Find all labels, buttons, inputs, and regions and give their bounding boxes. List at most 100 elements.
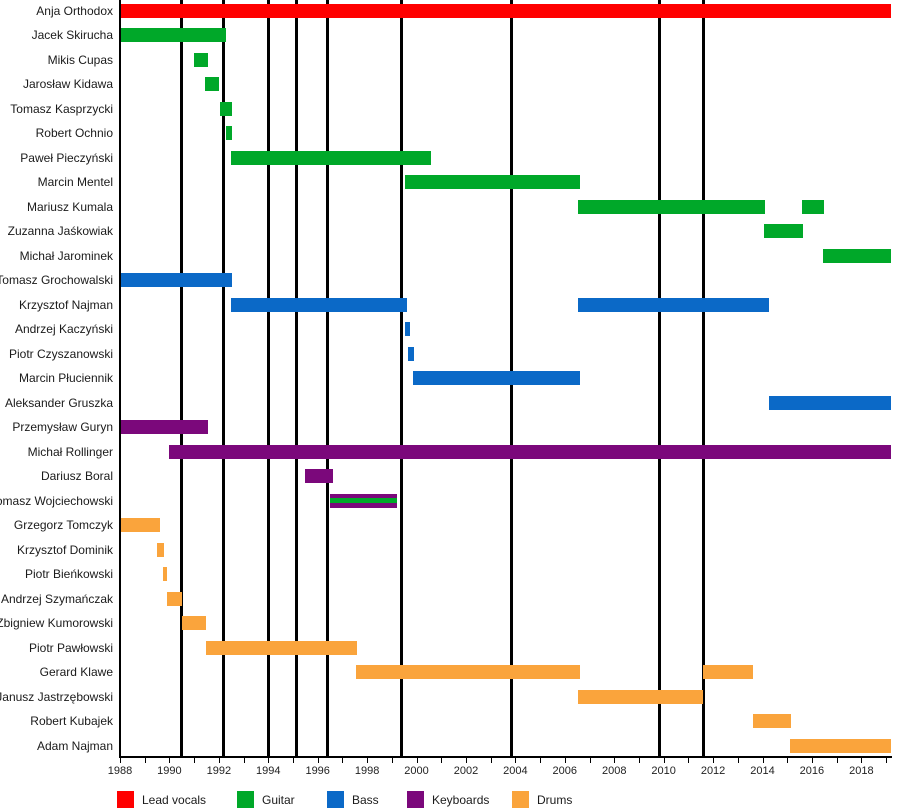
x-axis-tick-label: 1998 bbox=[354, 765, 380, 777]
member-label: Mikis Cupas bbox=[47, 52, 113, 67]
member-label: Zbigniew Kumorowski bbox=[0, 616, 113, 630]
event-line bbox=[266, 0, 270, 757]
event-line bbox=[180, 0, 184, 757]
member-label: Robert Ochnio bbox=[35, 126, 113, 140]
x-axis-tick bbox=[317, 758, 319, 763]
x-axis-tick-label: 1990 bbox=[157, 765, 182, 777]
x-axis-tick bbox=[194, 758, 196, 763]
member-label: Andrzej Szymańczak bbox=[0, 591, 113, 606]
member-label: Gerard Klawe bbox=[39, 665, 113, 679]
x-axis-tick bbox=[441, 758, 443, 763]
member-label: Jacek Skirucha bbox=[31, 28, 113, 42]
x-axis-tick-label: 1996 bbox=[305, 765, 330, 777]
event-line bbox=[400, 0, 404, 757]
timeline-bar-drums bbox=[157, 542, 165, 557]
x-axis-tick-label: 2006 bbox=[552, 765, 578, 777]
member-label: Zuzanna Jaśkowiak bbox=[7, 224, 113, 238]
x-axis-tick-label: 2018 bbox=[849, 765, 874, 777]
timeline-bar-drums bbox=[120, 518, 160, 532]
timeline-bar-bass bbox=[231, 297, 407, 312]
timeline-bar-keyboards bbox=[120, 420, 208, 434]
member-label: Janusz Jastrzębowski bbox=[0, 689, 113, 704]
x-axis-tick bbox=[465, 758, 467, 763]
legend-swatch-keyboards bbox=[407, 791, 424, 808]
timeline-bar-guitar bbox=[763, 224, 804, 238]
x-axis-tick bbox=[367, 758, 369, 763]
event-line bbox=[295, 0, 299, 757]
timeline-bar-bass bbox=[412, 371, 580, 385]
member-label: Krzysztof Najman bbox=[18, 297, 113, 312]
x-axis-tick-label: 2010 bbox=[651, 765, 676, 777]
x-axis-tick bbox=[787, 758, 789, 763]
member-label: Tomasz Wojciechowski bbox=[0, 493, 113, 508]
x-axis-tick-label: 2012 bbox=[700, 765, 726, 777]
member-label: Piotr Czyszanowski bbox=[8, 346, 113, 361]
x-axis-tick bbox=[268, 758, 270, 763]
timeline-bar-guitar bbox=[405, 175, 580, 189]
member-label: Piotr Bieńkowski bbox=[24, 567, 113, 581]
x-axis-tick-label: 2008 bbox=[601, 765, 627, 777]
member-label: Andrzej Kaczyński bbox=[14, 322, 113, 336]
x-axis-tick-label: 1992 bbox=[206, 765, 232, 777]
x-axis-tick bbox=[614, 758, 616, 763]
member-label: Anja Orthodox bbox=[36, 3, 113, 18]
member-label: Marcin Mentel bbox=[37, 175, 113, 189]
timeline-bar-bass bbox=[578, 297, 769, 312]
timeline-bar-drums bbox=[578, 689, 704, 704]
timeline-bar-drums bbox=[789, 738, 891, 753]
timeline-bar-bass bbox=[768, 395, 891, 410]
member-label: Krzysztof Dominik bbox=[16, 542, 113, 557]
legend-swatch-bass bbox=[327, 791, 344, 808]
x-axis-tick bbox=[120, 758, 121, 763]
timeline-bar-drums bbox=[355, 665, 580, 679]
timeline-bar-keyboards bbox=[305, 469, 333, 483]
timeline-bar-guitar bbox=[205, 77, 219, 91]
x-axis-tick-label: 2016 bbox=[799, 765, 825, 777]
member-label: Michał Jarominek bbox=[19, 248, 113, 263]
x-axis-tick-label: 2014 bbox=[750, 765, 775, 777]
member-label: Marcin Płuciennik bbox=[18, 371, 113, 385]
member-label: Piotr Pawłowski bbox=[28, 640, 113, 655]
timeline-bar-drums bbox=[703, 665, 753, 679]
x-axis-tick bbox=[391, 758, 393, 763]
event-line bbox=[658, 0, 662, 757]
member-label: Przemysław Guryn bbox=[12, 420, 113, 434]
x-axis-tick-label: 2002 bbox=[453, 765, 479, 777]
legend-label: Drums bbox=[537, 793, 573, 807]
x-axis-tick-label: 2000 bbox=[404, 765, 429, 777]
member-label: Jarosław Kidawa bbox=[22, 77, 113, 91]
member-label: Michał Rollinger bbox=[27, 444, 113, 459]
timeline-bar-bass bbox=[407, 346, 415, 361]
member-label: Robert Kubajek bbox=[30, 714, 113, 728]
legend-label: Lead vocals bbox=[142, 793, 207, 807]
timeline-bar-guitar bbox=[226, 126, 233, 140]
legend-label: Guitar bbox=[262, 793, 295, 807]
x-axis-tick-label: 2004 bbox=[503, 765, 528, 777]
x-axis-tick bbox=[861, 758, 863, 763]
x-axis-tick bbox=[737, 758, 739, 763]
member-label: Adam Najman bbox=[36, 738, 113, 753]
x-axis-tick bbox=[169, 758, 171, 763]
timeline-bar-bass bbox=[405, 322, 411, 336]
x-axis-tick bbox=[811, 758, 813, 763]
timeline-bar-drums bbox=[752, 714, 791, 728]
timeline-bar-keyboards bbox=[169, 444, 891, 459]
timeline-bar-keyboards bbox=[330, 493, 397, 508]
x-axis-tick bbox=[342, 758, 344, 763]
x-axis-tick bbox=[688, 758, 690, 763]
timeline-bar-guitar bbox=[231, 150, 432, 165]
x-axis-tick-label: 1988 bbox=[107, 765, 133, 777]
timeline-bar-guitar bbox=[194, 52, 208, 67]
member-label: Dariusz Boral bbox=[40, 469, 113, 483]
timeline-bar-guitar bbox=[120, 28, 227, 42]
legend-swatch-vocals bbox=[117, 791, 134, 808]
member-label: Aleksander Gruszka bbox=[4, 395, 113, 410]
x-axis-tick bbox=[292, 758, 294, 763]
member-label: Tomasz Kasprzycki bbox=[10, 101, 113, 116]
timeline-bar-drums bbox=[166, 591, 182, 606]
timeline-bar-drums bbox=[206, 640, 358, 655]
member-label: Paweł Pieczyński bbox=[20, 150, 113, 165]
member-label: Mariusz Kumala bbox=[26, 199, 113, 214]
timeline-bar-vocals bbox=[120, 3, 891, 18]
event-line bbox=[326, 0, 330, 757]
